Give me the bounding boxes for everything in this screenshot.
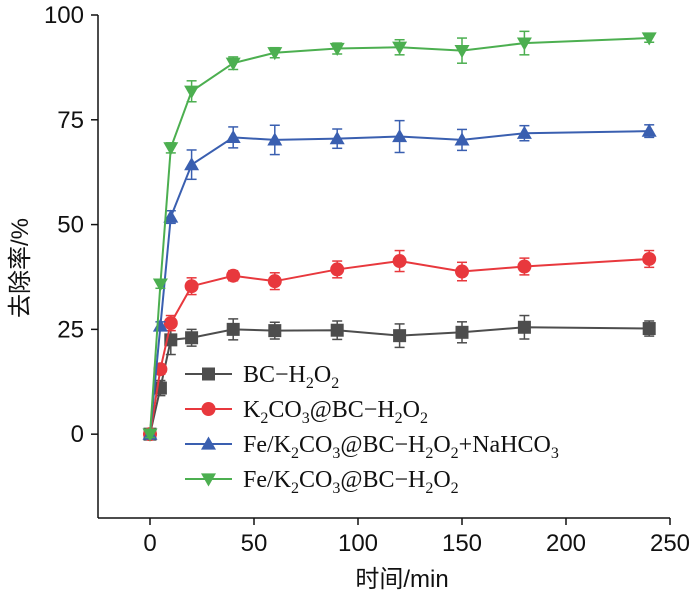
data-point <box>329 42 345 57</box>
x-tick-label: 150 <box>442 530 482 557</box>
data-point <box>455 264 469 279</box>
data-point <box>184 85 200 99</box>
data-point <box>267 132 283 146</box>
legend-label-part: K <box>243 397 261 423</box>
legend-label-part: Fe/K <box>243 432 292 458</box>
x-tick-label: 250 <box>650 530 690 557</box>
data-point <box>393 329 407 343</box>
legend-label-subscript: 2 <box>395 410 403 427</box>
data-point <box>152 278 168 292</box>
legend-label-subscript: 2 <box>425 445 433 462</box>
data-point <box>225 129 241 144</box>
legend-marker <box>201 436 216 450</box>
legend-label-subscript: 2 <box>451 480 459 497</box>
y-tick-label: 100 <box>44 2 84 29</box>
data-point <box>455 325 469 339</box>
data-point <box>642 322 656 336</box>
legend-label-part: CO <box>299 432 332 458</box>
legend: BC−H2​O2​K2​CO3​@BC−H2​O2​Fe/K2​CO3​@BC−… <box>185 362 559 497</box>
y-tick-label: 50 <box>57 212 84 239</box>
data-point <box>516 37 532 51</box>
legend-label-part: @BC−H <box>340 467 425 493</box>
x-tick-label: 200 <box>546 530 586 557</box>
data-point <box>392 41 408 55</box>
data-point <box>330 262 345 277</box>
data-point <box>516 125 532 139</box>
legend-label-part: @BC−H <box>310 397 395 423</box>
y-tick-label: 0 <box>71 421 84 448</box>
legend-label-part: CO <box>268 397 301 423</box>
data-point <box>392 254 407 269</box>
data-point <box>517 259 532 274</box>
legend-label-subscript: 2 <box>420 410 428 427</box>
data-point <box>184 157 200 171</box>
legend-label-part: O <box>433 432 450 458</box>
legend-marker <box>201 402 216 416</box>
legend-label-subscript: 2 <box>306 375 314 392</box>
data-point <box>163 209 179 223</box>
legend-label-part: +NaHCO <box>459 432 551 458</box>
legend-label-part: O <box>314 362 331 388</box>
legend-label-subscript: 3 <box>302 410 310 427</box>
series-3 <box>142 119 657 440</box>
legend-marker <box>202 367 215 381</box>
legend-label: BC−H2​O2​ <box>243 362 339 392</box>
legend-marker <box>201 473 216 487</box>
data-point <box>225 57 241 71</box>
legend-label-subscript: 2 <box>425 480 433 497</box>
data-point <box>454 45 470 59</box>
legend-label-subscript: 3 <box>332 480 340 497</box>
data-point <box>163 316 178 331</box>
x-axis-label: 时间/min <box>355 566 448 593</box>
legend-label-part: CO <box>299 467 332 493</box>
data-point <box>454 132 470 146</box>
legend-label: Fe/K2​CO3​@BC−H2​O2​ <box>243 467 459 497</box>
legend-label-subscript: 2 <box>451 445 459 462</box>
legend-entry-1: BC−H2​O2​ <box>185 362 339 392</box>
series-4 <box>142 30 657 442</box>
data-point <box>163 142 179 156</box>
y-axis-label: 去除率/% <box>7 218 34 318</box>
legend-label-subscript: 2 <box>260 410 268 427</box>
legend-label-part: @BC−H <box>340 432 425 458</box>
legend-entry-4: Fe/K2​CO3​@BC−H2​O2​ <box>185 467 459 497</box>
legend-label-subscript: 2 <box>291 445 299 462</box>
data-point <box>142 428 158 442</box>
data-point <box>268 324 282 338</box>
legend-label-part: Fe/K <box>243 467 292 493</box>
data-point <box>267 47 283 61</box>
plot-area <box>142 30 657 442</box>
data-point <box>330 323 344 337</box>
x-tick-label: 0 <box>143 530 156 557</box>
legend-label: Fe/K2​CO3​@BC−H2​O2​+NaHCO3​ <box>243 432 559 462</box>
y-tick-label: 25 <box>57 316 84 343</box>
legend-label-subscript: 2 <box>291 480 299 497</box>
x-tick-label: 100 <box>338 530 378 557</box>
data-point <box>641 32 657 46</box>
data-point <box>185 331 199 345</box>
data-point <box>329 131 345 145</box>
legend-entry-2: K2​CO3​@BC−H2​O2​ <box>185 397 428 427</box>
legend-entry-3: Fe/K2​CO3​@BC−H2​O2​+NaHCO3​ <box>185 432 559 462</box>
data-point <box>642 251 657 266</box>
x-tick-label: 50 <box>241 530 268 557</box>
data-point <box>641 123 657 137</box>
legend-label-subscript: 2 <box>331 375 339 392</box>
data-point <box>267 274 282 289</box>
data-point <box>184 279 199 294</box>
y-tick-label: 75 <box>57 107 84 134</box>
legend-label: K2​CO3​@BC−H2​O2​ <box>243 397 428 427</box>
legend-label-subscript: 3 <box>551 445 559 462</box>
legend-label-part: O <box>433 467 450 493</box>
axes: 0 50 100 150 200 250 0 25 50 75 100 <box>44 2 690 557</box>
legend-label-subscript: 3 <box>332 445 340 462</box>
legend-label-part: BC−H <box>243 362 306 388</box>
data-point <box>226 268 241 283</box>
series-line <box>149 130 650 435</box>
data-point <box>226 322 240 336</box>
data-point <box>392 129 408 143</box>
data-point <box>517 320 531 334</box>
legend-label-part: O <box>403 397 420 423</box>
